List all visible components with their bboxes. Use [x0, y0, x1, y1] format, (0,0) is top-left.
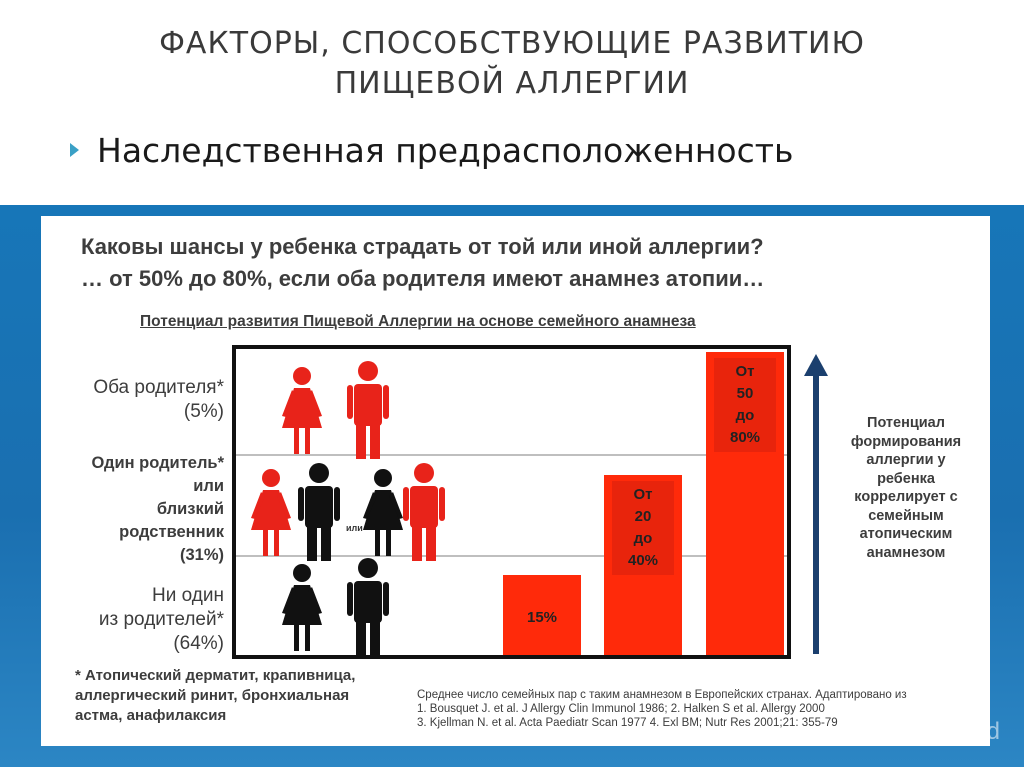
triangle-bullet-icon: [70, 143, 79, 157]
watermark: MyShared: [890, 718, 1000, 745]
question-line2: … от 50% до 80%, если оба родителя имеют…: [81, 266, 765, 291]
ili-label: или: [346, 523, 363, 533]
row-label-none-text: Ни один из родителей* (64%): [99, 584, 224, 656]
bars-group: 15% От 20 до 40% От 50 до 80%: [503, 352, 784, 655]
bar-data-label: 80%: [730, 429, 760, 446]
row-label-both: Оба родителя* (5%): [41, 376, 224, 436]
bar-data-label: 20: [635, 508, 652, 525]
male-figure-icon: [298, 463, 340, 561]
row-label-line: Один родитель*: [91, 454, 224, 472]
arrow-caption-line: аллергии у: [866, 452, 946, 468]
footnote-line: астма, анафилаксия: [75, 707, 227, 724]
slide-header: ФАКТОРЫ, СПОСОБСТВУЮЩИЕ РАЗВИТИЮ ПИЩЕВОЙ…: [0, 0, 1024, 205]
question-line1: Каковы шансы у ребенка страдать от той и…: [81, 234, 764, 259]
arrow-caption-line: формирования: [850, 433, 962, 450]
row-label-none: Ни один из родителей* (64%): [41, 584, 224, 664]
row-label-line: близкий: [156, 500, 224, 518]
bar-label-box: [612, 481, 674, 575]
female-figure-icon: [363, 469, 403, 556]
bullet-text: Наследственная предрасположенность: [97, 130, 794, 170]
footnote-line: аллергический ринит, бронхиальная: [75, 687, 350, 704]
bar-1: [503, 575, 581, 655]
references: Среднее число семейных пар с таким анамн…: [417, 688, 987, 730]
bar-data-label: до: [736, 407, 755, 424]
bar-data-label: От: [633, 486, 652, 503]
bullet-item: Наследственная предрасположенность: [70, 128, 793, 172]
bar-data-label: 50: [737, 385, 754, 402]
reference-line: 1. Bousquet J. et al. J Allergy Clin Imm…: [417, 703, 825, 715]
arrow-caption-line: атопическим: [859, 526, 953, 542]
bar-data-label: 15%: [527, 609, 557, 626]
arrow-caption-line: семейным: [868, 507, 944, 524]
chart-frame: [232, 345, 791, 659]
row-label-line: (31%): [179, 546, 224, 564]
bar-data-label: до: [634, 530, 653, 547]
arrow-caption: Потенциал формирования аллергии у ребенк…: [831, 414, 981, 562]
chart-subtitle: Потенциал развития Пищевой Аллергии на о…: [140, 313, 696, 330]
slide-title-line2: ПИЩЕВОЙ АЛЛЕРГИИ: [334, 66, 690, 101]
slide-title-line1: ФАКТОРЫ, СПОСОБСТВУЮЩИЕ РАЗВИТИЮ: [159, 26, 865, 61]
row-label-line: (5%): [183, 401, 224, 422]
footnote: * Атопический дерматит, крапивница, алле…: [75, 666, 355, 726]
footnote-line: * Атопический дерматит, крапивница,: [75, 667, 356, 684]
row-label-line: из родителей*: [98, 609, 224, 630]
female-figure-icon: [282, 564, 322, 651]
arrow-caption-line: Потенциал: [867, 415, 945, 431]
row-label-both-text: Оба родителя* (5%): [93, 376, 224, 424]
reference-line: Среднее число семейных пар с таким анамн…: [417, 689, 907, 701]
chart-svg: 15% От 20 до 40% От 50 до 80%: [232, 345, 828, 659]
arrow-caption-line: коррелирует с: [854, 489, 958, 505]
row-label-line: Оба родителя*: [93, 377, 224, 398]
row-label-one-text: Один родитель* или близкий родственник (…: [92, 452, 224, 567]
row-label-line: Ни один: [152, 585, 224, 606]
bar-data-label: 40%: [628, 552, 658, 569]
bar-data-label: От: [735, 363, 754, 380]
female-figure-icon: [251, 469, 291, 556]
bar-label-box: [714, 358, 776, 452]
chart-panel: Каковы шансы у ребенка страдать от той и…: [41, 216, 990, 746]
row-label-line: или: [193, 477, 224, 495]
row-label-line: (64%): [173, 633, 224, 654]
arrow-caption-line: анамнезом: [866, 544, 946, 561]
male-figure-icon: [403, 463, 445, 561]
male-figure-icon: [347, 361, 389, 459]
row-label-one: Один родитель* или близкий родственник (…: [41, 452, 224, 564]
female-figure-icon: [282, 367, 322, 454]
slide-title: ФАКТОРЫ, СПОСОБСТВУЮЩИЕ РАЗВИТИЮ ПИЩЕВОЙ…: [0, 24, 1024, 104]
male-figure-icon: [347, 558, 389, 656]
arrow-caption-line: ребенка: [877, 470, 935, 487]
reference-line: 3. Kjellman N. et al. Acta Paediatr Scan…: [417, 717, 838, 729]
row-label-line: родственник: [119, 523, 224, 541]
up-arrow-icon: [804, 354, 828, 654]
